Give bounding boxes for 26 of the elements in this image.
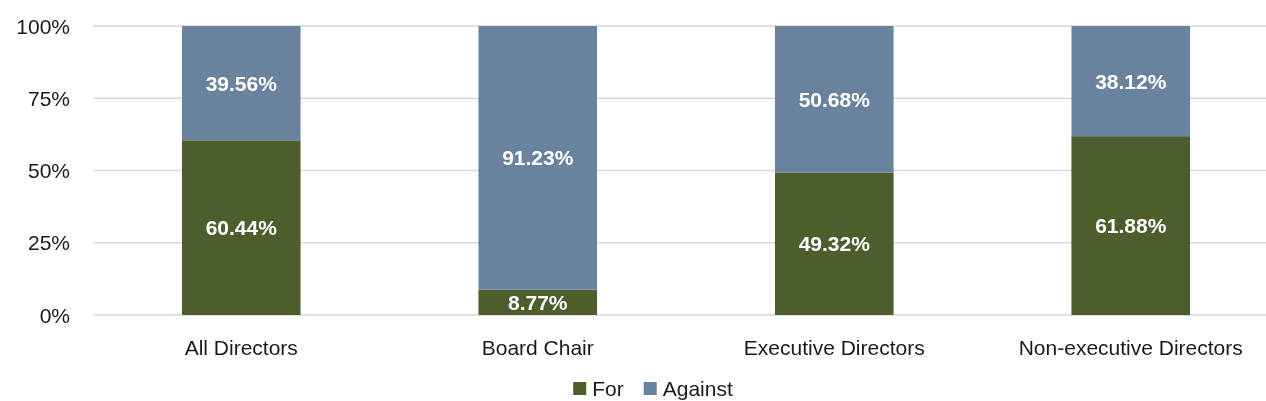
- x-tick-label: All Directors: [184, 335, 298, 359]
- x-tick-label: Board Chair: [481, 335, 594, 359]
- y-tick-label: 50%: [27, 159, 70, 183]
- data-label: 8.77%: [507, 290, 568, 314]
- y-tick-label: 0%: [39, 303, 70, 327]
- data-label: 60.44%: [205, 216, 278, 240]
- bar: [1071, 136, 1191, 315]
- x-tick-label: Executive Directors: [743, 335, 925, 359]
- data-label: 61.88%: [1095, 214, 1167, 238]
- bar: [774, 26, 894, 173]
- legend-label: Against: [662, 376, 733, 400]
- x-tick-label: Non-executive Directors: [1018, 335, 1243, 359]
- y-tick-label: 100%: [16, 14, 70, 38]
- data-label: 39.56%: [205, 71, 278, 95]
- data-label: 91.23%: [502, 146, 574, 170]
- data-label: 49.32%: [798, 232, 871, 256]
- bar: [478, 26, 598, 290]
- bar: [181, 26, 301, 141]
- bar: [1071, 26, 1191, 137]
- legend-label: For: [592, 376, 624, 400]
- y-tick-label: 25%: [27, 231, 70, 255]
- bar: [774, 172, 894, 315]
- data-label: 50.68%: [798, 87, 871, 111]
- data-label: 38.12%: [1095, 69, 1167, 93]
- bar: [181, 140, 301, 315]
- y-tick-label: 75%: [27, 86, 70, 110]
